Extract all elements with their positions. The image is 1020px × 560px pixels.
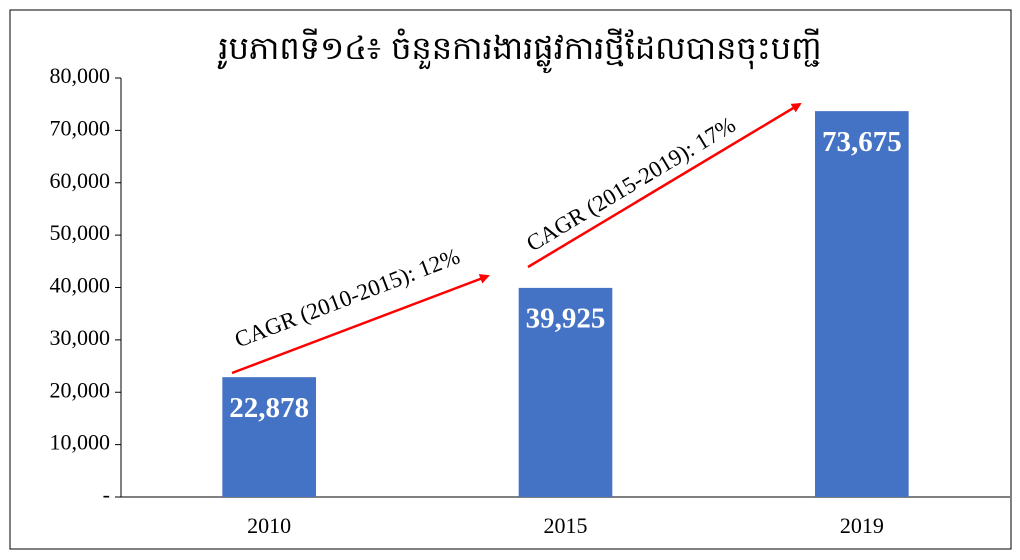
bar	[222, 377, 316, 497]
y-tick-label: 20,000	[50, 377, 111, 402]
arrow	[527, 102, 802, 269]
data-label: 73,675	[822, 126, 902, 158]
y-tick-label: 80,000	[50, 63, 111, 88]
y-tick-label: 70,000	[50, 115, 111, 140]
x-tick-label: 2019	[840, 513, 884, 538]
y-tick-label: -	[103, 482, 110, 507]
y-tick-label: 10,000	[50, 430, 111, 455]
arrow	[231, 274, 490, 375]
y-tick-label: 60,000	[50, 168, 111, 193]
x-tick-label: 2015	[544, 513, 588, 538]
frame	[9, 9, 1012, 550]
annotation: CAGR (2015-2019): 17%	[522, 112, 740, 256]
chart-title: រូបភាពទី១៤៖ ចំនួនការងារផ្លូវការថ្មីដែលបា…	[218, 28, 822, 74]
bar	[518, 287, 613, 497]
x-tick-label: 2010	[247, 513, 291, 538]
data-label: 22,878	[229, 392, 309, 424]
y-tick-label: 30,000	[50, 325, 111, 350]
data-label: 39,925	[526, 303, 606, 335]
y-tick-label: 40,000	[50, 273, 111, 298]
y-tick-label: 50,000	[50, 220, 111, 245]
bar	[815, 111, 909, 497]
